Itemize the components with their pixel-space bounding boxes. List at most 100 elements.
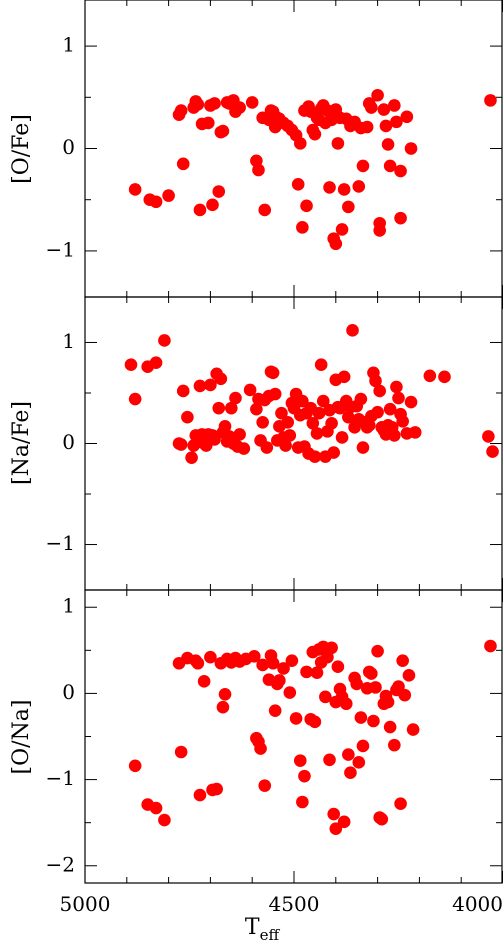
data-point-panel-3: [352, 756, 366, 769]
data-point-panel-1: [379, 119, 393, 133]
data-point-panel-3: [285, 654, 299, 667]
data-point-panel-1: [365, 101, 378, 114]
data-point-panel-3: [342, 748, 355, 761]
data-point-panel-1: [206, 198, 219, 212]
data-point-panel-2: [229, 391, 242, 405]
data-point-panel-2: [237, 442, 251, 455]
data-point-panel-2: [373, 384, 386, 398]
data-point-panel-3: [406, 723, 420, 736]
data-point-panel-1: [404, 142, 418, 155]
data-point-panel-3: [174, 745, 188, 759]
data-point-panel-3: [310, 666, 324, 680]
data-point-panel-2: [337, 370, 351, 384]
data-point-panel-2: [342, 410, 355, 424]
data-point-panel-2: [260, 441, 274, 454]
data-point-panel-1: [291, 178, 305, 191]
data-point-panel-2: [250, 402, 263, 416]
data-point-panel-2: [176, 384, 190, 398]
data-point-panel-3: [298, 769, 311, 783]
y-axis-label-panel-1: [O/Fe]: [9, 114, 34, 184]
data-point-panel-2: [256, 415, 269, 429]
data-point-panel-1: [233, 101, 246, 114]
data-point-panel-3: [339, 697, 353, 711]
data-point-panel-1: [356, 159, 370, 173]
data-point-panel-3: [350, 677, 364, 691]
data-point-panel-3: [369, 681, 382, 694]
data-point-panel-2: [193, 379, 207, 393]
data-point-panel-1: [212, 185, 226, 198]
data-point-panel-3: [329, 822, 343, 836]
data-point-panel-1: [484, 94, 497, 107]
data-point-panel-3: [191, 656, 205, 670]
data-point-panel-3: [258, 779, 272, 792]
data-point-panel-2: [312, 406, 326, 420]
data-point-panel-2: [128, 392, 142, 406]
data-point-panel-3: [402, 669, 416, 682]
data-point-panel-2: [371, 405, 384, 419]
data-point-panel-3: [218, 687, 232, 701]
data-point-panel-1: [394, 211, 407, 225]
x-axis-label: Teff: [245, 915, 281, 944]
data-point-panel-2: [486, 445, 499, 458]
data-point-panel-3: [197, 675, 211, 688]
data-point-panel-3: [300, 665, 313, 679]
data-point-panel-1: [381, 138, 395, 151]
data-point-panel-3: [277, 662, 290, 675]
data-point-panel-3: [323, 753, 336, 767]
data-point-panel-3: [283, 686, 297, 699]
data-point-panel-3: [383, 720, 397, 734]
data-point-panel-2: [482, 430, 495, 443]
data-point-panel-3: [354, 711, 368, 724]
data-point-panel-2: [124, 358, 138, 371]
data-point-panel-1: [245, 96, 259, 109]
data-point-panel-2: [316, 394, 330, 408]
data-point-panel-2: [181, 410, 194, 424]
data-point-panel-2: [383, 402, 397, 416]
data-point-panel-3: [356, 739, 370, 753]
data-point-panel-2: [218, 420, 232, 433]
y-tick-label: −1: [46, 237, 75, 261]
y-tick-label: 1: [62, 329, 75, 353]
data-point-panel-2: [310, 427, 324, 440]
data-point-panel-3: [268, 704, 282, 717]
data-point-panel-2: [356, 441, 370, 454]
data-point-panel-1: [193, 203, 207, 217]
data-point-panel-2: [354, 392, 368, 406]
data-point-panel-1: [300, 199, 313, 213]
data-point-panel-3: [256, 658, 269, 672]
data-point-panel-3: [273, 674, 286, 687]
data-point-panel-3: [367, 714, 380, 728]
data-point-panel-1: [352, 180, 366, 193]
data-point-panel-3: [327, 807, 341, 821]
data-point-panel-1: [323, 181, 336, 194]
data-point-panel-2: [306, 416, 320, 430]
y-axis-label-panel-3: [O/Na]: [9, 700, 34, 775]
data-point-panel-2: [314, 358, 328, 371]
data-point-panel-2: [233, 428, 246, 441]
x-tick-label: 4500: [269, 892, 320, 916]
data-point-panel-1: [390, 115, 403, 129]
data-point-panel-1: [400, 110, 414, 124]
data-point-panel-3: [319, 690, 332, 704]
y-tick-label: −1: [46, 531, 75, 555]
data-point-panel-2: [174, 438, 188, 451]
data-point-panel-3: [388, 738, 401, 752]
x-tick-label: 5000: [60, 892, 111, 916]
data-point-panel-3: [394, 797, 407, 811]
data-point-panel-2: [185, 451, 198, 464]
data-point-panel-3: [484, 639, 497, 653]
x-tick-label: 4000: [452, 892, 503, 916]
data-point-panel-2: [279, 439, 292, 452]
data-point-panel-2: [335, 431, 349, 444]
data-point-panel-2: [325, 416, 338, 430]
data-point-panel-3: [254, 742, 267, 755]
data-point-panel-1: [383, 159, 397, 173]
data-point-panel-1: [342, 200, 355, 214]
data-point-panel-3: [193, 788, 207, 802]
data-point-panel-1: [377, 103, 391, 116]
data-point-panel-2: [214, 372, 228, 386]
data-point-panel-3: [128, 759, 142, 773]
data-point-panel-1: [308, 127, 322, 141]
data-point-panel-1: [174, 104, 188, 117]
